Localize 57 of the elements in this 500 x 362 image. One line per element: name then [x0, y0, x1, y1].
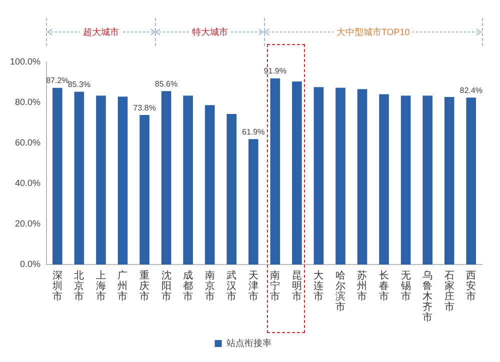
x-tick-label: 武汉市 — [226, 270, 237, 302]
y-tick-label: 20.0% — [14, 218, 41, 228]
y-tick-label: 80.0% — [14, 96, 41, 107]
x-tick-label: 苏州市 — [357, 270, 368, 302]
data-label: 82.4% — [460, 86, 482, 95]
bar — [400, 96, 411, 264]
bar — [336, 88, 346, 264]
bar — [226, 114, 236, 264]
bar — [314, 87, 324, 264]
bar — [204, 105, 215, 264]
bar — [118, 96, 128, 264]
text: 超大城市 — [80, 25, 122, 39]
x-tick-label: 无锡市 — [400, 270, 411, 302]
bar — [357, 89, 368, 264]
bar — [466, 98, 476, 264]
data-label: 61.9% — [242, 127, 265, 136]
y-tick-label: 40.0% — [14, 178, 41, 188]
legend-label: 站点衔接率 — [226, 338, 272, 348]
y-tick-label: 0.0% — [20, 258, 41, 269]
x-tick-label: 石家庄市 — [444, 270, 454, 313]
data-label: 87.2% — [46, 76, 69, 86]
x-tick-label: 上海市 — [96, 270, 106, 302]
x-tick-label: 长春市 — [379, 270, 390, 302]
x-tick-label: 广州市 — [118, 270, 128, 302]
x-tick-label: 大连市 — [314, 270, 324, 302]
x-tick-label: 西安市 — [466, 270, 476, 302]
x-tick-label: 天津市 — [248, 270, 258, 302]
x-tick-label: 成都市 — [183, 270, 194, 302]
x-tick-label: 北京市 — [74, 270, 84, 302]
text: 大中型城市TOP10 — [333, 25, 413, 39]
bar — [183, 96, 193, 264]
y-tick-label: 60.0% — [14, 137, 41, 148]
bar — [292, 81, 302, 264]
bar — [52, 88, 62, 264]
data-label: 85.6% — [154, 79, 178, 88]
bar — [161, 91, 172, 264]
x-tick-label: 昆明市 — [292, 270, 302, 302]
x-tick-label: 乌鲁木齐市 — [422, 270, 433, 324]
x-tick-label: 南宁市 — [270, 270, 280, 302]
x-tick-label: 深圳市 — [51, 270, 62, 302]
bar — [270, 78, 280, 264]
y-tick-label: 100.0% — [10, 56, 41, 66]
text: 特大城市 — [188, 25, 231, 39]
x-tick-label: 哈尔滨市 — [335, 270, 346, 313]
bar — [74, 92, 84, 264]
bar — [96, 96, 106, 264]
x-tick-label: 重庆市 — [140, 270, 150, 302]
x-tick-label: 沈阳市 — [161, 270, 172, 302]
data-label: 85.3% — [68, 80, 91, 89]
bar — [140, 115, 150, 264]
bar — [422, 96, 432, 264]
x-tick-label: 南京市 — [204, 270, 215, 302]
data-label: 73.8% — [133, 103, 156, 112]
bar — [379, 94, 389, 264]
data-label: 91.9% — [264, 66, 286, 76]
bar — [444, 97, 454, 264]
bar — [248, 139, 258, 264]
